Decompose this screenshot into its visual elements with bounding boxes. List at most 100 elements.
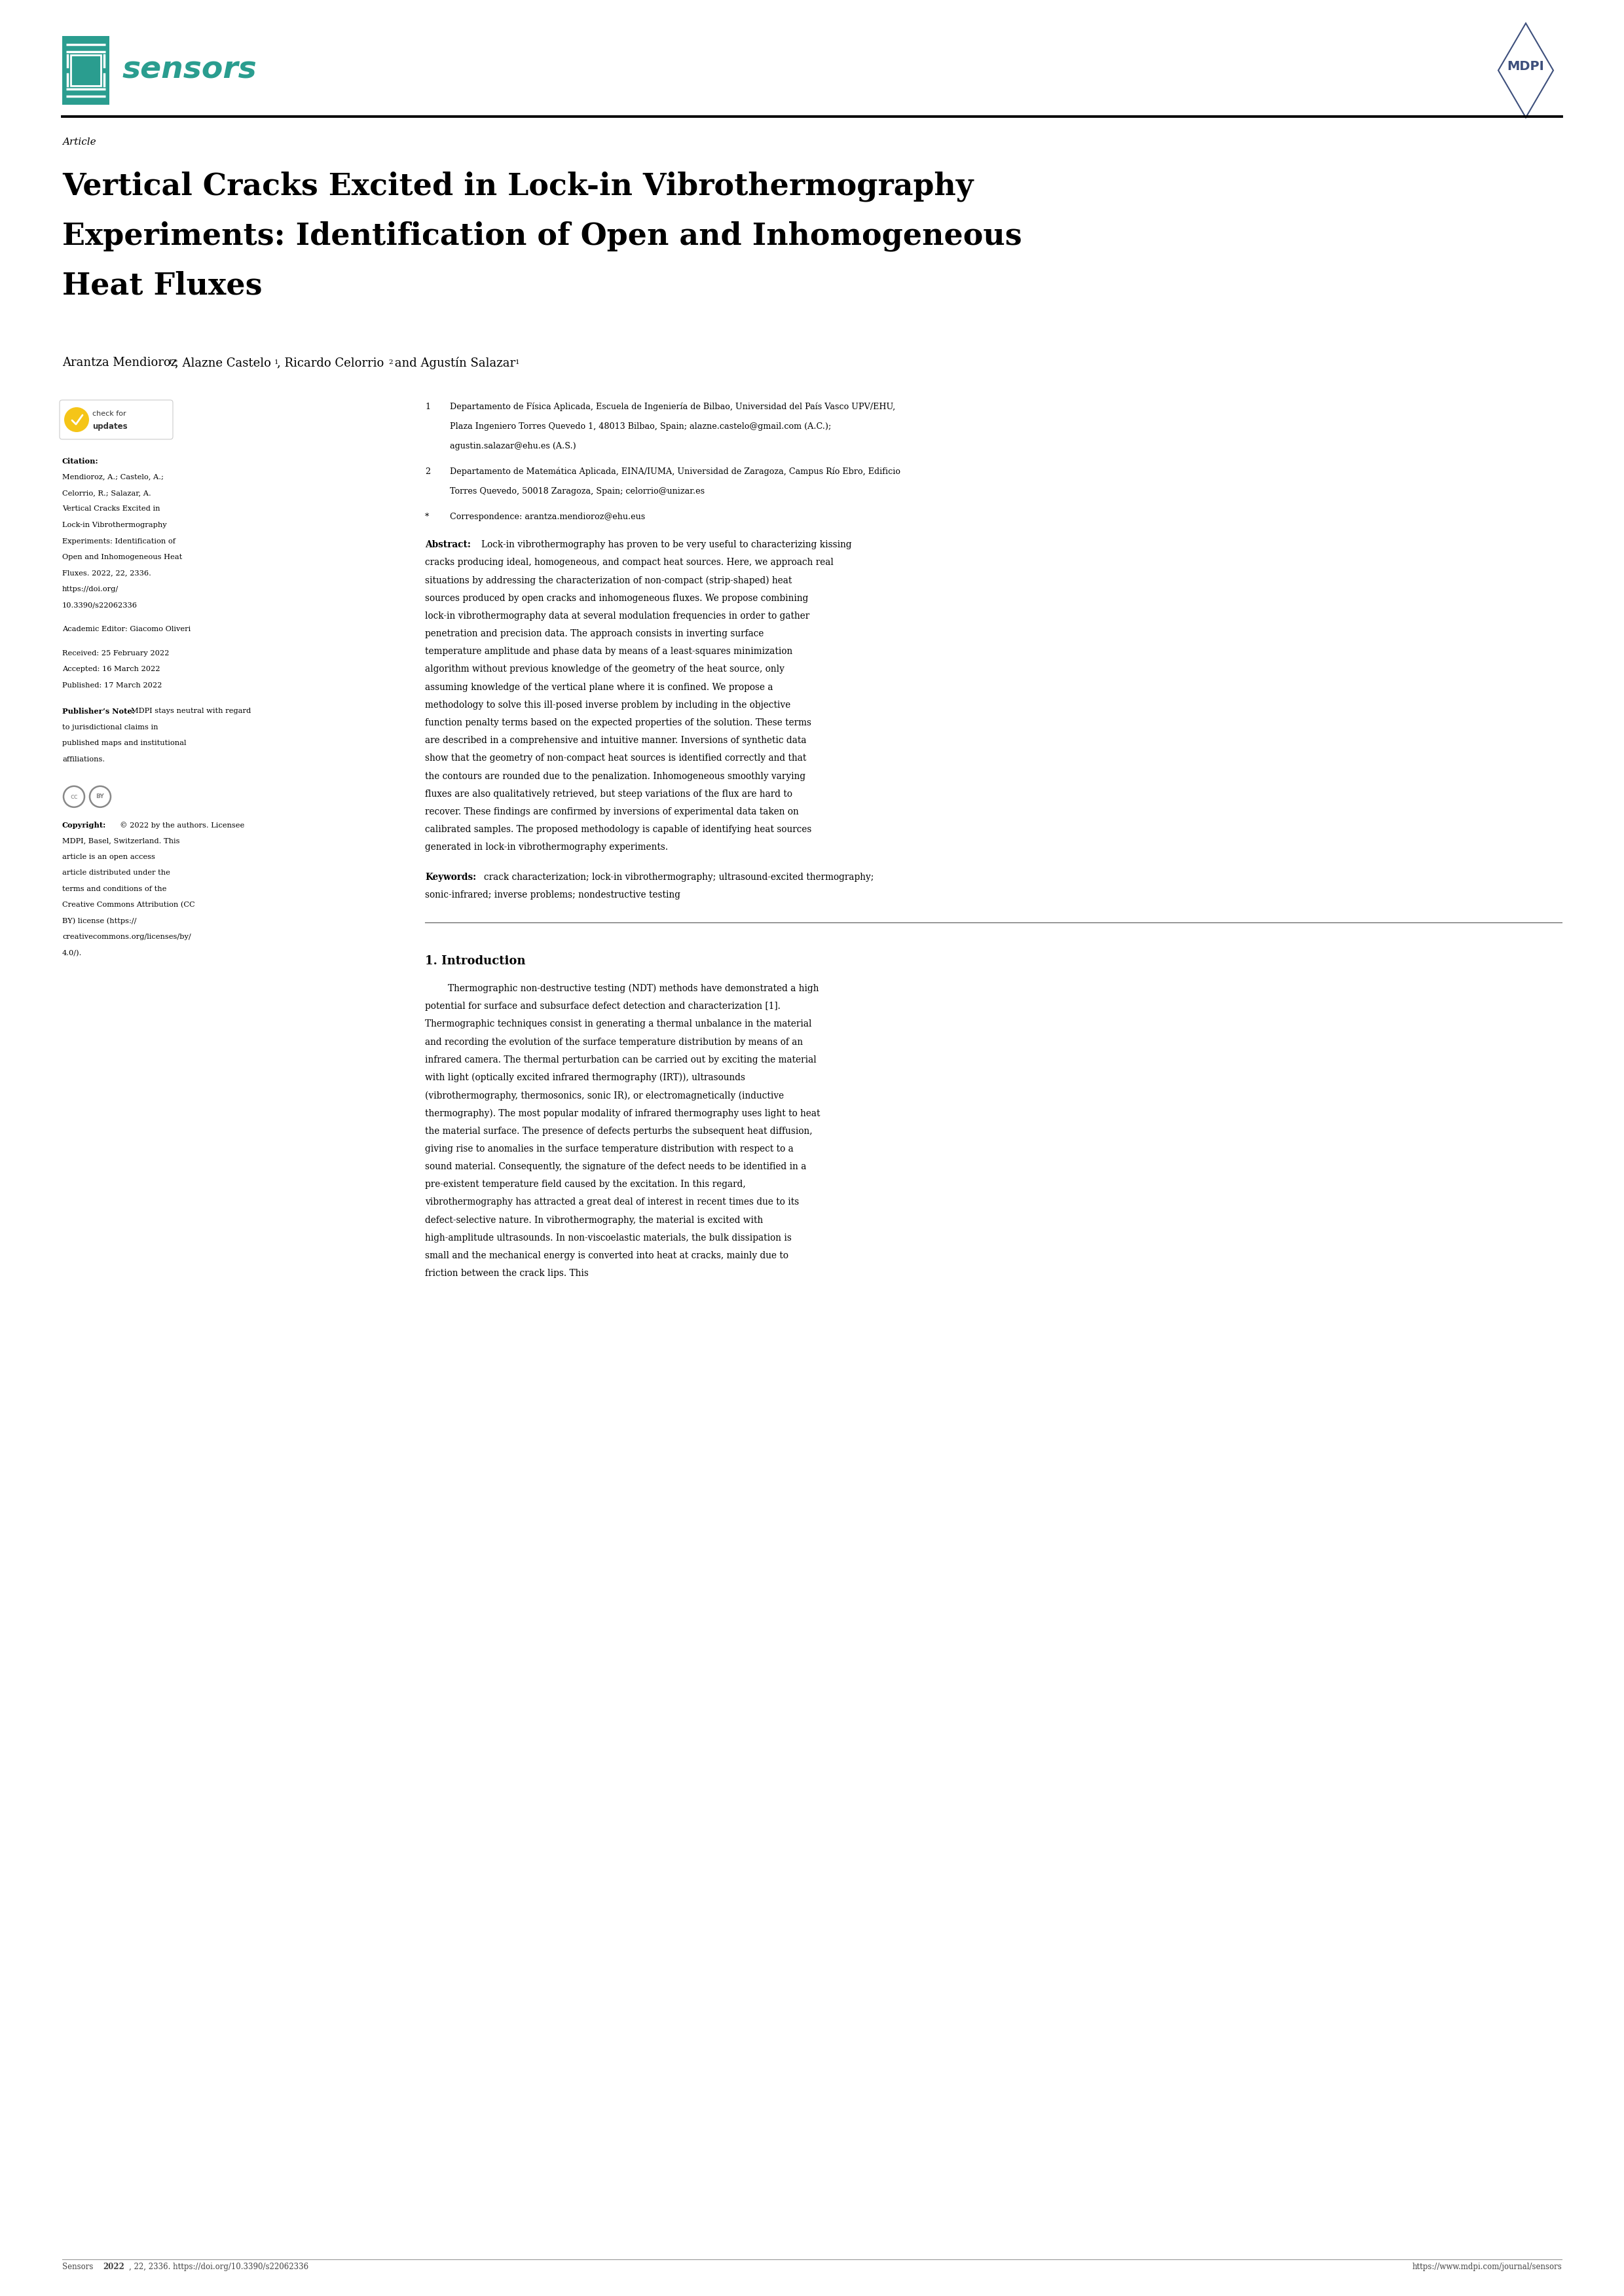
Text: updates: updates bbox=[93, 422, 127, 432]
Text: high-amplitude ultrasounds. In non-viscoelastic materials, the bulk dissipation : high-amplitude ultrasounds. In non-visco… bbox=[425, 1233, 793, 1242]
Text: and recording the evolution of the surface temperature distribution by means of : and recording the evolution of the surfa… bbox=[425, 1038, 802, 1047]
Text: Arantza Mendioroz: Arantza Mendioroz bbox=[62, 356, 177, 370]
Polygon shape bbox=[1499, 23, 1553, 117]
Text: Departamento de Matemática Aplicada, EINA/IUMA, Universidad de Zaragoza, Campus : Departamento de Matemática Aplicada, EIN… bbox=[450, 468, 901, 475]
Text: the material surface. The presence of defects perturbs the subsequent heat diffu: the material surface. The presence of de… bbox=[425, 1127, 812, 1137]
Text: temperature amplitude and phase data by means of a least-squares minimization: temperature amplitude and phase data by … bbox=[425, 647, 793, 657]
Text: BY) license (https://: BY) license (https:// bbox=[62, 918, 136, 925]
Text: 1: 1 bbox=[425, 402, 430, 411]
Text: Plaza Ingeniero Torres Quevedo 1, 48013 Bilbao, Spain; alazne.castelo@gmail.com : Plaza Ingeniero Torres Quevedo 1, 48013 … bbox=[450, 422, 831, 432]
Text: pre-existent temperature field caused by the excitation. In this regard,: pre-existent temperature field caused by… bbox=[425, 1180, 745, 1189]
Text: are described in a comprehensive and intuitive manner. Inversions of synthetic d: are described in a comprehensive and int… bbox=[425, 737, 807, 746]
Text: Departamento de Física Aplicada, Escuela de Ingeniería de Bilbao, Universidad de: Departamento de Física Aplicada, Escuela… bbox=[450, 402, 895, 411]
Text: methodology to solve this ill-posed inverse problem by including in the objectiv: methodology to solve this ill-posed inve… bbox=[425, 700, 791, 709]
Text: crack characterization; lock-in vibrothermography; ultrasound-excited thermograp: crack characterization; lock-in vibrothe… bbox=[484, 872, 874, 882]
Text: friction between the crack lips. This: friction between the crack lips. This bbox=[425, 1270, 590, 1279]
Text: Fluxes. 2022, 22, 2336.: Fluxes. 2022, 22, 2336. bbox=[62, 569, 151, 576]
Text: situations by addressing the characterization of non-compact (strip-shaped) heat: situations by addressing the characteriz… bbox=[425, 576, 793, 585]
Text: terms and conditions of the: terms and conditions of the bbox=[62, 886, 167, 893]
Text: MDPI: MDPI bbox=[1507, 60, 1544, 73]
Text: sensors: sensors bbox=[122, 55, 257, 85]
Text: Heat Fluxes: Heat Fluxes bbox=[62, 271, 261, 301]
Text: Lock-in vibrothermography has proven to be very useful to characterizing kissing: Lock-in vibrothermography has proven to … bbox=[481, 540, 853, 549]
Text: Article: Article bbox=[62, 138, 96, 147]
Text: Correspondence: arantza.mendioroz@ehu.eus: Correspondence: arantza.mendioroz@ehu.eu… bbox=[450, 512, 645, 521]
Text: the contours are rounded due to the penalization. Inhomogeneous smoothly varying: the contours are rounded due to the pena… bbox=[425, 771, 806, 781]
Text: defect-selective nature. In vibrothermography, the material is excited with: defect-selective nature. In vibrothermog… bbox=[425, 1215, 763, 1224]
Text: penetration and precision data. The approach consists in inverting surface: penetration and precision data. The appr… bbox=[425, 629, 763, 638]
Text: sonic-infrared; inverse problems; nondestructive testing: sonic-infrared; inverse problems; nondes… bbox=[425, 891, 680, 900]
Text: , Ricardo Celorrio: , Ricardo Celorrio bbox=[276, 356, 383, 370]
Text: sources produced by open cracks and inhomogeneous fluxes. We propose combining: sources produced by open cracks and inho… bbox=[425, 595, 809, 604]
Text: agustin.salazar@ehu.es (A.S.): agustin.salazar@ehu.es (A.S.) bbox=[450, 441, 577, 450]
Text: function penalty terms based on the expected properties of the solution. These t: function penalty terms based on the expe… bbox=[425, 719, 812, 728]
Text: Celorrio, R.; Salazar, A.: Celorrio, R.; Salazar, A. bbox=[62, 489, 151, 496]
Text: infrared camera. The thermal perturbation can be carried out by exciting the mat: infrared camera. The thermal perturbatio… bbox=[425, 1056, 817, 1065]
Text: Thermographic techniques consist in generating a thermal unbalance in the materi: Thermographic techniques consist in gene… bbox=[425, 1019, 812, 1029]
Text: show that the geometry of non-compact heat sources is identified correctly and t: show that the geometry of non-compact he… bbox=[425, 753, 807, 762]
Text: Accepted: 16 March 2022: Accepted: 16 March 2022 bbox=[62, 666, 161, 673]
Text: 1,*: 1,* bbox=[167, 360, 177, 365]
Circle shape bbox=[65, 406, 89, 432]
FancyBboxPatch shape bbox=[60, 400, 172, 439]
Text: sound material. Consequently, the signature of the defect needs to be identified: sound material. Consequently, the signat… bbox=[425, 1162, 807, 1171]
Text: 10.3390/s22062336: 10.3390/s22062336 bbox=[62, 602, 138, 608]
Text: , 22, 2336. https://doi.org/10.3390/s22062336: , 22, 2336. https://doi.org/10.3390/s220… bbox=[128, 2262, 309, 2271]
Text: with light (optically excited infrared thermography (IRT)), ultrasounds: with light (optically excited infrared t… bbox=[425, 1072, 745, 1081]
Text: Lock-in Vibrothermography: Lock-in Vibrothermography bbox=[62, 521, 167, 528]
Text: cracks producing ideal, homogeneous, and compact heat sources. Here, we approach: cracks producing ideal, homogeneous, and… bbox=[425, 558, 833, 567]
Text: 2: 2 bbox=[425, 468, 430, 475]
Text: https://doi.org/: https://doi.org/ bbox=[62, 585, 119, 592]
Text: © 2022 by the authors. Licensee: © 2022 by the authors. Licensee bbox=[120, 822, 244, 829]
Text: vibrothermography has attracted a great deal of interest in recent times due to : vibrothermography has attracted a great … bbox=[425, 1199, 799, 1208]
Text: generated in lock-in vibrothermography experiments.: generated in lock-in vibrothermography e… bbox=[425, 843, 667, 852]
Text: creativecommons.org/licenses/by/: creativecommons.org/licenses/by/ bbox=[62, 934, 192, 941]
Text: small and the mechanical energy is converted into heat at cracks, mainly due to: small and the mechanical energy is conve… bbox=[425, 1251, 789, 1261]
Text: (vibrothermography, thermosonics, sonic IR), or electromagnetically (inductive: (vibrothermography, thermosonics, sonic … bbox=[425, 1091, 784, 1100]
Text: and Agustín Salazar: and Agustín Salazar bbox=[391, 356, 515, 370]
Text: check for: check for bbox=[93, 411, 127, 418]
Text: algorithm without previous knowledge of the geometry of the heat source, only: algorithm without previous knowledge of … bbox=[425, 666, 784, 675]
Text: giving rise to anomalies in the surface temperature distribution with respect to: giving rise to anomalies in the surface … bbox=[425, 1143, 794, 1153]
Text: Mendioroz, A.; Castelo, A.;: Mendioroz, A.; Castelo, A.; bbox=[62, 473, 164, 480]
Text: article distributed under the: article distributed under the bbox=[62, 870, 171, 877]
Text: Experiments: Identification of: Experiments: Identification of bbox=[62, 537, 175, 544]
Text: 1: 1 bbox=[274, 360, 279, 365]
Text: lock-in vibrothermography data at several modulation frequencies in order to gat: lock-in vibrothermography data at severa… bbox=[425, 611, 810, 620]
Text: recover. These findings are confirmed by inversions of experimental data taken o: recover. These findings are confirmed by… bbox=[425, 808, 799, 817]
Text: Vertical Cracks Excited in: Vertical Cracks Excited in bbox=[62, 505, 161, 512]
Text: Citation:: Citation: bbox=[62, 457, 99, 464]
Text: to jurisdictional claims in: to jurisdictional claims in bbox=[62, 723, 158, 730]
Text: Open and Inhomogeneous Heat: Open and Inhomogeneous Heat bbox=[62, 553, 182, 560]
Text: BY: BY bbox=[96, 794, 104, 799]
Text: thermography). The most popular modality of infrared thermography uses light to : thermography). The most popular modality… bbox=[425, 1109, 820, 1118]
Text: Academic Editor: Giacomo Oliveri: Academic Editor: Giacomo Oliveri bbox=[62, 627, 190, 631]
Text: Received: 25 February 2022: Received: 25 February 2022 bbox=[62, 650, 169, 657]
Bar bbox=[71, 55, 101, 85]
Text: article is an open access: article is an open access bbox=[62, 854, 156, 861]
Text: 2: 2 bbox=[388, 360, 393, 365]
Text: https://www.mdpi.com/journal/sensors: https://www.mdpi.com/journal/sensors bbox=[1411, 2262, 1562, 2271]
Text: fluxes are also qualitatively retrieved, but steep variations of the flux are ha: fluxes are also qualitatively retrieved,… bbox=[425, 790, 793, 799]
Text: 1: 1 bbox=[515, 360, 520, 365]
Text: Thermographic non-destructive testing (NDT) methods have demonstrated a high: Thermographic non-destructive testing (N… bbox=[425, 985, 818, 994]
Text: 1. Introduction: 1. Introduction bbox=[425, 955, 526, 967]
Text: calibrated samples. The proposed methodology is capable of identifying heat sour: calibrated samples. The proposed methodo… bbox=[425, 824, 812, 833]
Text: Creative Commons Attribution (CC: Creative Commons Attribution (CC bbox=[62, 902, 195, 909]
Text: Copyright:: Copyright: bbox=[62, 822, 106, 829]
Text: published maps and institutional: published maps and institutional bbox=[62, 739, 187, 746]
Text: Publisher’s Note:: Publisher’s Note: bbox=[62, 707, 135, 714]
Text: potential for surface and subsurface defect detection and characterization [1].: potential for surface and subsurface def… bbox=[425, 1001, 781, 1010]
Text: 4.0/).: 4.0/). bbox=[62, 951, 83, 957]
Text: MDPI stays neutral with regard: MDPI stays neutral with regard bbox=[132, 707, 252, 714]
Text: affiliations.: affiliations. bbox=[62, 755, 106, 762]
Text: Experiments: Identification of Open and Inhomogeneous: Experiments: Identification of Open and … bbox=[62, 220, 1021, 253]
Text: , Alazne Castelo: , Alazne Castelo bbox=[175, 356, 271, 370]
Text: *: * bbox=[425, 512, 429, 521]
Text: assuming knowledge of the vertical plane where it is confined. We propose a: assuming knowledge of the vertical plane… bbox=[425, 682, 773, 691]
Text: Published: 17 March 2022: Published: 17 March 2022 bbox=[62, 682, 162, 689]
Text: 2022: 2022 bbox=[102, 2262, 125, 2271]
Text: Abstract:: Abstract: bbox=[425, 540, 471, 549]
Text: Keywords:: Keywords: bbox=[425, 872, 476, 882]
Text: Sensors: Sensors bbox=[62, 2262, 96, 2271]
